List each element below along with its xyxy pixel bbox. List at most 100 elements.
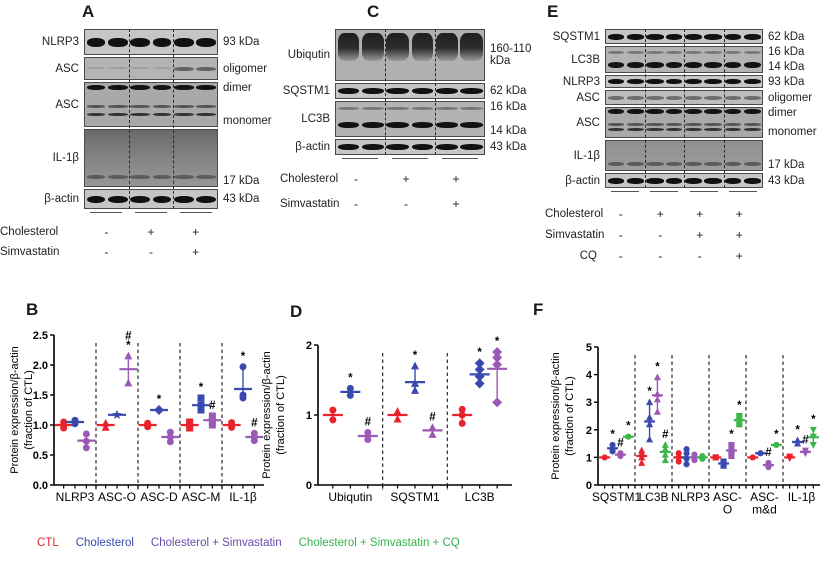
- y-tick-label: 2: [306, 340, 312, 352]
- blot-lane: [743, 91, 763, 104]
- blot-row: ASC oligomer: [0, 57, 278, 80]
- condition-value: -: [658, 248, 663, 263]
- blot-lane: [626, 76, 646, 87]
- blot-lane: [410, 140, 435, 154]
- protein-band: [460, 121, 484, 128]
- condition-label: Cholesterol: [545, 207, 604, 220]
- protein-band: [195, 37, 217, 47]
- blot-lane: [85, 190, 107, 208]
- blot-lane: [459, 140, 484, 154]
- western-blot-panel-E: SQSTM1 62 kDa LC3B 16 kDa 14 kDa NLRP3 93 kDa A…: [545, 4, 825, 266]
- protein-band: [743, 178, 761, 184]
- blot-strip: [335, 139, 485, 155]
- data-point: [458, 405, 466, 413]
- blot-row: ASC oligomer: [545, 90, 825, 105]
- blot-kda-labels: 17 kDa: [763, 140, 825, 171]
- protein-band: [704, 162, 723, 167]
- kda-label: 43 kDa: [768, 174, 805, 187]
- kda-label: monomer: [768, 126, 817, 138]
- data-point: [646, 413, 654, 421]
- lane-group-underline: [650, 191, 679, 192]
- blot-lane: [361, 84, 386, 98]
- protein-band: [129, 105, 151, 108]
- lane-group-separator: [644, 29, 646, 188]
- data-point: [492, 359, 503, 370]
- blot-row: IL-1β 17 kDa: [0, 129, 278, 187]
- x-category-label: LC3B: [638, 490, 668, 504]
- kda-label: 43 kDa: [223, 193, 260, 205]
- data-point: [683, 455, 690, 462]
- protein-band: [436, 144, 458, 151]
- blot-row: ASC dimer monomer: [545, 107, 825, 138]
- blot-lane: [645, 108, 665, 137]
- protein-band: [129, 67, 151, 70]
- significance-mark: #: [617, 437, 624, 449]
- protein-band: [86, 174, 106, 179]
- protein-band: [607, 51, 624, 54]
- protein-band: [607, 34, 624, 40]
- protein-band: [724, 96, 741, 100]
- blot-lane: [743, 76, 763, 87]
- condition-values: - + + +: [601, 207, 759, 221]
- blot-row: β-actin 43 kDa: [545, 173, 825, 188]
- data-point: [208, 416, 216, 424]
- protein-band: [645, 79, 664, 85]
- western-blot-panel-C: Ubiqutin 160-110 kDa SQSTM1 62 kDa LC3B 16 kD…: [280, 4, 547, 216]
- panel-letter-F: F: [533, 300, 544, 319]
- blot-row: SQSTM1 62 kDa: [545, 29, 825, 44]
- blot-protein-label: NLRP3: [41, 36, 79, 48]
- protein-band: [724, 51, 741, 54]
- significance-mark: #: [365, 417, 372, 429]
- protein-band: [645, 51, 664, 54]
- protein-band: [724, 79, 741, 85]
- data-point: [653, 408, 661, 415]
- blot-lane: [665, 108, 685, 137]
- x-category-label: IL-1β: [788, 490, 816, 504]
- condition-value: -: [618, 248, 623, 263]
- protein-band: [152, 174, 172, 179]
- blot-lane: [107, 30, 129, 54]
- data-point: [809, 426, 817, 434]
- blot-lane: [684, 141, 704, 170]
- blot-lane: [173, 83, 195, 126]
- blot-lane: [665, 30, 685, 43]
- data-point: [101, 423, 110, 431]
- condition-value: -: [658, 227, 663, 242]
- blot-lane: [107, 83, 129, 126]
- data-point: [346, 384, 354, 392]
- data-point: [646, 435, 654, 443]
- data-point: [736, 421, 743, 428]
- y-tick-label: 1: [306, 410, 312, 422]
- data-point: [82, 430, 90, 438]
- blot-lane: [385, 30, 410, 80]
- protein-band: [195, 195, 217, 204]
- protein-band: [337, 144, 359, 151]
- significance-mark: *: [199, 382, 204, 394]
- significance-mark: *: [626, 421, 631, 433]
- lane-group-separator: [723, 29, 725, 188]
- protein-band: [362, 33, 384, 61]
- panel-letter-B: B: [26, 300, 39, 319]
- protein-band: [704, 96, 723, 100]
- x-category-label: O: [723, 503, 732, 517]
- kda-label: 93 kDa: [223, 36, 260, 48]
- data-point: [410, 361, 420, 370]
- protein-band: [724, 123, 741, 126]
- data-point: [653, 390, 661, 397]
- blot-lane: [723, 91, 743, 104]
- protein-band: [626, 79, 644, 85]
- lane-group-underlines: [605, 191, 763, 192]
- protein-band: [645, 178, 664, 184]
- protein-band: [743, 34, 761, 40]
- protein-band: [685, 178, 703, 184]
- blot-strip: [84, 57, 218, 80]
- y-tick-label: 1.5: [33, 390, 48, 402]
- protein-band: [195, 105, 217, 108]
- blot-lane: [435, 84, 460, 98]
- blot-kda-labels: 93 kDa: [218, 29, 278, 55]
- protein-band: [607, 61, 624, 68]
- protein-band: [666, 61, 683, 68]
- data-point: [458, 419, 466, 427]
- protein-band: [724, 61, 741, 68]
- blot-lane: [195, 58, 217, 79]
